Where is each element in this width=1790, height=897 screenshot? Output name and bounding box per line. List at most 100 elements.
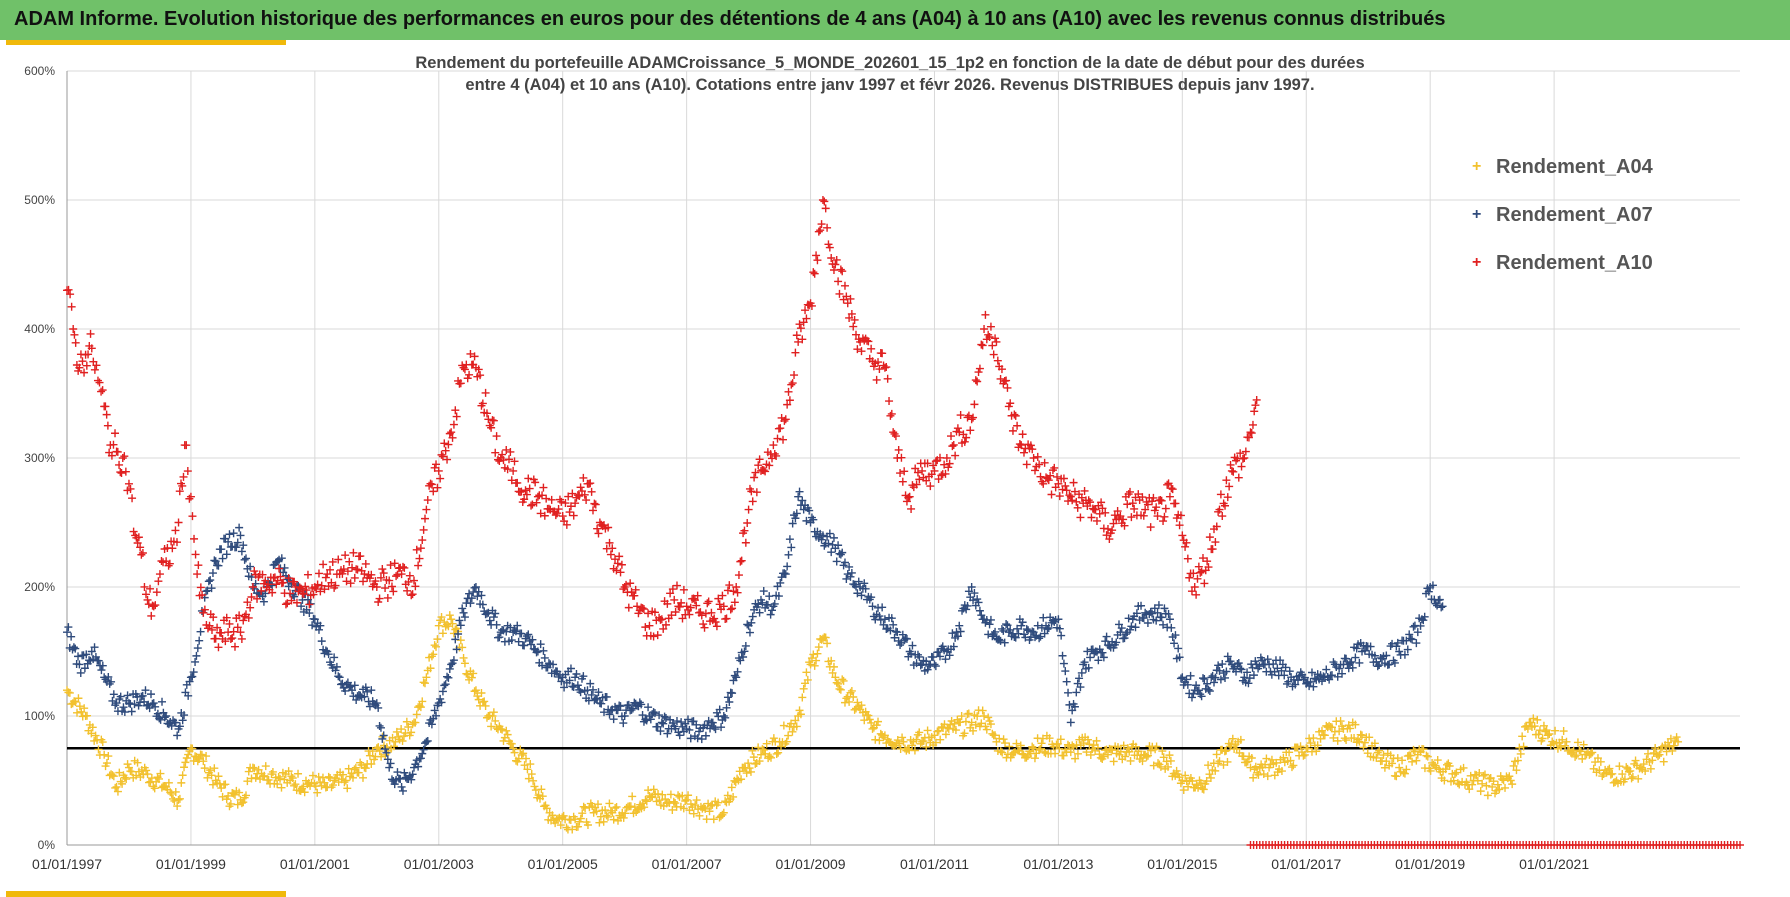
rendement-a07-point (1355, 658, 1364, 667)
rendement-a07-point (566, 664, 575, 673)
rendement-a10-point (321, 573, 330, 582)
rendement-a07-point (692, 720, 701, 729)
rendement-a04-point (1373, 748, 1382, 757)
rendement-a10-point (253, 594, 262, 603)
rendement-a10-point (891, 432, 900, 441)
rendement-a10-point (365, 574, 374, 583)
rendement-a04-point (197, 750, 206, 759)
rendement-a07-point (1328, 671, 1336, 680)
rendement-a07-point (845, 562, 854, 571)
rendement-a10-point (937, 471, 946, 480)
rendement-a04-point (1056, 735, 1065, 744)
rendement-a07-point (723, 693, 732, 702)
rendement-a10-point (794, 337, 803, 346)
rendement-a07-point (1335, 664, 1344, 673)
rendement-a10-point (616, 568, 625, 577)
rendement-a07-point (836, 550, 845, 559)
rendement-a10-point (689, 594, 698, 603)
rendement-a04-point (1476, 787, 1485, 796)
x-tick-label: 01/01/2021 (1519, 856, 1589, 872)
rendement-a10-point (144, 600, 153, 609)
rendement-a07-point (173, 731, 182, 740)
rendement-a07-point (1043, 625, 1052, 634)
rendement-a04-point (867, 718, 876, 727)
rendement-a04-point (65, 688, 74, 697)
rendement-a10-point (168, 544, 177, 553)
rendement-a10-point (237, 634, 246, 643)
rendement-a04-point (860, 716, 869, 725)
rendement-a10-point (1153, 512, 1162, 521)
rendement-a04-point (1538, 734, 1547, 743)
rendement-a04-point (1558, 735, 1567, 744)
rendement-a04-point (1073, 749, 1082, 758)
rendement-a07-point (1017, 621, 1026, 630)
rendement-a10-point (1105, 535, 1114, 544)
rendement-a07-point (787, 543, 796, 552)
accent-bar-bottom (6, 891, 286, 897)
rendement-a10-point (451, 406, 460, 415)
rendement-a07-point (385, 763, 394, 772)
x-tick-label: 01/01/2017 (1271, 856, 1341, 872)
rendement-a04-point (83, 711, 92, 720)
rendement-a04-point (1194, 783, 1203, 792)
rendement-a10-point (71, 338, 80, 347)
rendement-a07-point (471, 583, 480, 591)
rendement-a10-point (1241, 447, 1250, 456)
rendement-a04-point (796, 710, 805, 719)
rendement-a07-point (1413, 628, 1422, 637)
rendement-a10-point (103, 421, 112, 430)
rendement-a10-point (807, 301, 816, 310)
rendement-a04-point (175, 794, 184, 803)
rendement-a10-point (313, 580, 322, 589)
rendement-a10-point (701, 609, 710, 618)
y-tick-label: 100% (24, 709, 55, 723)
rendement-a04-point (1142, 752, 1151, 761)
rendement-a07-point (1070, 702, 1079, 711)
rendement-a07-point (536, 640, 545, 649)
rendement-a04-point (1433, 756, 1442, 765)
rendement-a10-point (1168, 485, 1177, 494)
rendement-a10-point (1050, 463, 1059, 472)
rendement-a07-point (350, 681, 359, 690)
rendement-a07-point (748, 612, 757, 621)
rendement-a10-point (677, 598, 686, 607)
rendement-a07-point (1062, 677, 1071, 686)
rendement-a04-point (1426, 766, 1435, 775)
rendement-a07-point (759, 587, 768, 596)
rendement-a04-point (448, 619, 457, 628)
rendement-a10-point (926, 482, 935, 491)
rendement-a10-point (246, 603, 255, 612)
rendement-a10-point (521, 486, 530, 495)
rendement-a07-point (297, 602, 306, 611)
rendement-a10-point (896, 469, 905, 478)
rendement-a10-point (64, 285, 73, 294)
rendement-a10-point (331, 581, 340, 590)
rendement-a07-point (491, 609, 500, 618)
rendement-a10-point (385, 576, 394, 585)
rendement-a04-point (823, 639, 832, 648)
rendement-a10-point (1194, 562, 1203, 571)
rendement-a04-point (1083, 735, 1092, 744)
rendement-a04-point (1040, 747, 1049, 756)
rendement-a10-point (1248, 420, 1257, 429)
rendement-a07-point (1366, 642, 1375, 651)
rendement-a10-point (715, 600, 724, 609)
rendement-a04-point (133, 758, 142, 767)
rendement-a07-point (1438, 602, 1447, 611)
rendement-a07-point (781, 570, 790, 579)
rendement-a07-point (441, 680, 450, 689)
rendement-a07-point (1066, 718, 1075, 727)
rendement-a07-point (378, 734, 387, 743)
rendement-a10-point (350, 573, 359, 582)
rendement-a04-point (903, 744, 912, 753)
rendement-a07-point (1194, 686, 1203, 695)
rendement-a07-point (460, 613, 469, 622)
rendement-a10-point (737, 556, 746, 565)
rendement-a07-point (379, 731, 388, 740)
rendement-a10-point (810, 269, 819, 278)
rendement-a04-point (991, 731, 1000, 740)
rendement-a07-point (1033, 621, 1042, 630)
rendement-a04-point (1106, 745, 1115, 754)
rendement-a10-point (1053, 472, 1062, 481)
rendement-a10-point (421, 514, 430, 523)
